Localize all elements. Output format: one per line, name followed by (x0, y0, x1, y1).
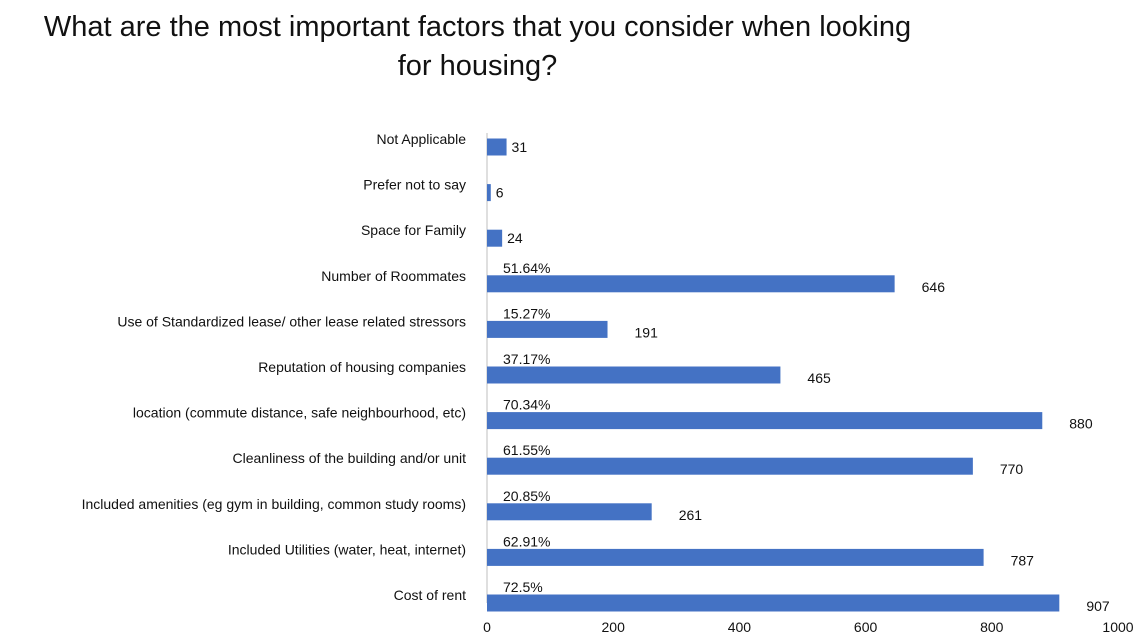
value-label: 191 (635, 324, 659, 340)
x-tick-label: 0 (483, 619, 491, 635)
category-label: Cost of rent (394, 587, 466, 603)
bar (487, 184, 491, 202)
x-tick-label: 600 (854, 619, 878, 635)
value-label: 787 (1011, 552, 1035, 568)
category-label: Not Applicable (376, 131, 466, 147)
category-label: Prefer not to say (363, 177, 466, 193)
percent-label: 70.34% (503, 397, 550, 413)
percent-label: 15.27% (503, 305, 550, 321)
bar (487, 548, 984, 566)
bar (487, 275, 895, 293)
category-label: Space for Family (361, 222, 466, 238)
x-tick-label: 800 (980, 619, 1004, 635)
category-label: location (commute distance, safe neighbo… (133, 405, 466, 421)
chart-title-line-1: What are the most important factors that… (43, 11, 912, 43)
percent-label: 51.64% (503, 260, 550, 276)
bar (487, 594, 1060, 612)
category-label: Number of Roommates (321, 268, 466, 284)
bar (487, 320, 608, 338)
x-tick-label: 400 (728, 619, 752, 635)
percent-label: 72.5% (503, 579, 543, 595)
x-tick-label: 200 (602, 619, 626, 635)
category-label: Cleanliness of the building and/or unit (233, 450, 467, 466)
percent-label: 37.17% (503, 351, 550, 367)
value-label: 6 (496, 185, 504, 201)
category-label: Reputation of housing companies (258, 359, 466, 375)
value-label: 24 (507, 230, 523, 246)
value-label: 880 (1069, 416, 1093, 432)
chart-title-line-2: for housing? (397, 50, 558, 82)
value-label: 770 (1000, 461, 1024, 477)
value-label: 646 (922, 279, 946, 295)
value-label: 465 (807, 370, 831, 386)
value-label: 261 (679, 507, 703, 523)
category-label: Included amenities (eg gym in building, … (82, 496, 466, 512)
percent-label: 61.55% (503, 442, 550, 458)
bar (487, 457, 973, 475)
value-label: 31 (512, 139, 528, 155)
bar (487, 503, 652, 521)
x-tick-label: 1000 (1102, 619, 1133, 635)
value-label: 907 (1086, 598, 1110, 614)
percent-label: 62.91% (503, 533, 550, 549)
bar (487, 229, 503, 247)
category-label: Included Utilities (water, heat, interne… (228, 541, 466, 557)
bar (487, 138, 507, 156)
bar (487, 366, 781, 384)
percent-label: 20.85% (503, 488, 550, 504)
chart-title: What are the most important factors that… (0, 8, 955, 86)
bar (487, 412, 1043, 430)
category-label: Use of Standardized lease/ other lease r… (117, 313, 466, 329)
